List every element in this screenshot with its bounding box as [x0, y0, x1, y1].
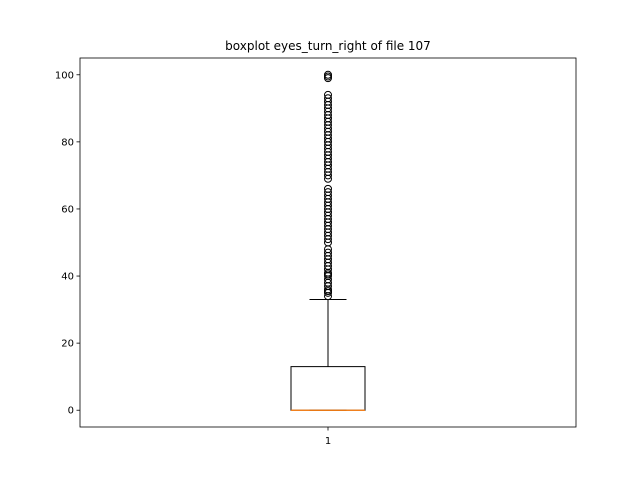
y-tick-label: 100: [55, 70, 74, 81]
y-tick-label: 0: [68, 406, 74, 417]
y-tick-label: 80: [61, 137, 74, 148]
outlier-point: [324, 188, 332, 197]
y-tick-label: 20: [61, 339, 74, 350]
y-tick-label: 40: [61, 272, 74, 283]
outlier-point: [324, 70, 332, 79]
outlier-point: [324, 90, 332, 99]
x-tick-label: 1: [325, 436, 331, 447]
y-tick-label: 60: [61, 204, 74, 215]
outlier-point: [324, 184, 332, 193]
outlier-point: [324, 248, 332, 257]
box-iqr: [290, 366, 366, 411]
outlier-point: [324, 94, 332, 103]
outlier-point: [324, 72, 332, 81]
chart-title: boxplot eyes_turn_right of file 107: [225, 39, 431, 53]
